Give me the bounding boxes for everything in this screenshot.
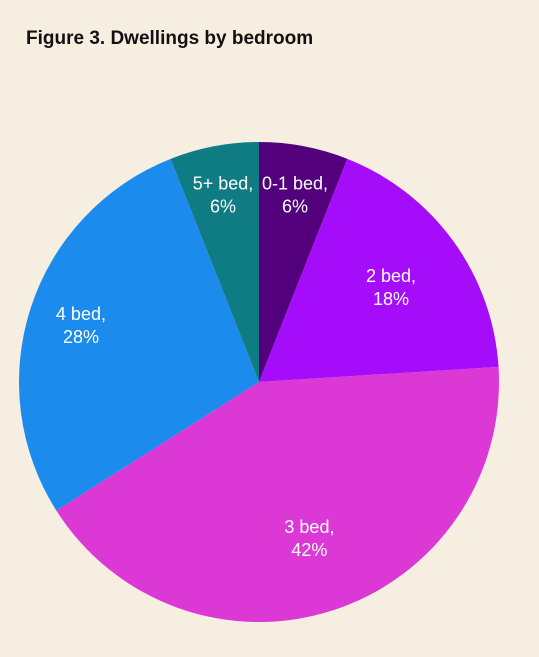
slice-label: 2 bed, 18% (366, 266, 416, 309)
slice-category-label: 2 bed, (366, 266, 416, 286)
slice-percent-label: 18% (373, 289, 409, 309)
slice-category-label: 5+ bed, (193, 173, 254, 193)
slice-percent-label: 28% (63, 327, 99, 347)
pie-slice (56, 366, 500, 623)
slice-label: 3 bed, 42% (284, 517, 334, 560)
slice-category-label: 4 bed, (56, 304, 106, 324)
pie-slice (259, 158, 499, 382)
slice-category-label: 3 bed, (284, 517, 334, 537)
pie-slice (259, 142, 348, 382)
pie-slice (170, 142, 259, 382)
pie-slice (18, 158, 259, 511)
slice-category-label: 0-1 bed, (262, 173, 328, 193)
slice-label: 0-1 bed, 6% (262, 173, 328, 216)
chart-title: Figure 3. Dwellings by bedroom (26, 28, 314, 49)
slice-label: 5+ bed, 6% (193, 173, 254, 216)
slice-label: 4 bed, 28% (56, 304, 106, 347)
pie-labels: 0-1 bed, 6% 2 bed, 18% 3 bed, 42% 4 bed, 28% 5+ … (56, 173, 416, 560)
slice-percent-label: 42% (291, 540, 327, 560)
slice-percent-label: 6% (282, 196, 308, 216)
pie-slices (18, 142, 500, 623)
slice-percent-label: 6% (210, 196, 236, 216)
